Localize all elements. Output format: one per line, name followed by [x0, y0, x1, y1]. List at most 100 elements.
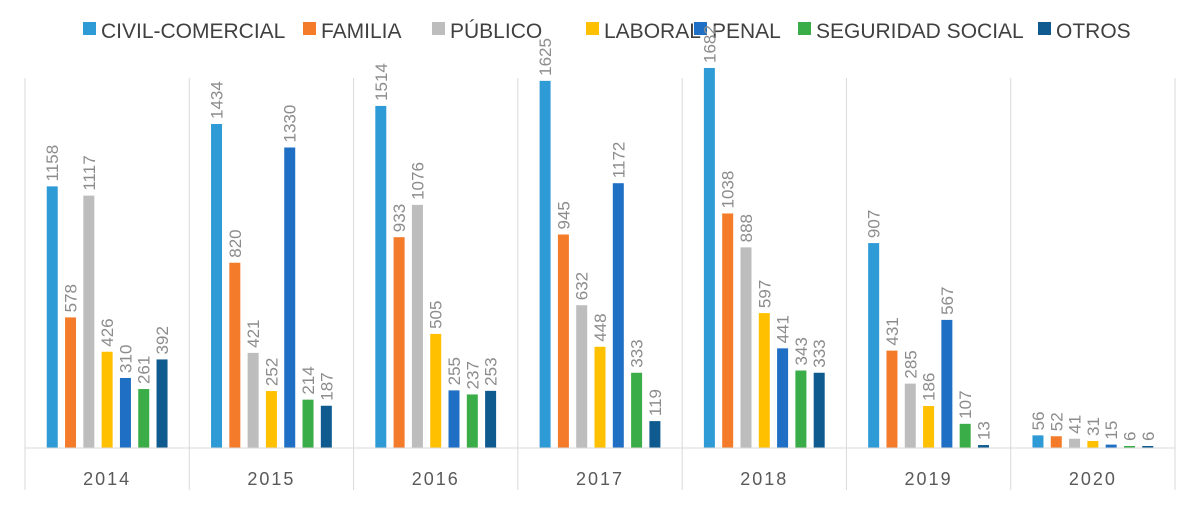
bar [466, 394, 478, 448]
data-label: 448 [591, 313, 610, 341]
x-axis: 2014 2015 2016 2017 2018 2019 2020 [25, 447, 1175, 489]
bar [868, 243, 880, 448]
bar [959, 423, 971, 448]
bar [46, 186, 58, 449]
bar [612, 183, 624, 448]
bar [448, 390, 460, 448]
bar [320, 405, 332, 448]
data-label: 237 [463, 361, 482, 389]
bar [265, 391, 277, 448]
bar [539, 80, 551, 448]
x-tick-label: 2017 [576, 469, 624, 489]
bar [1142, 446, 1154, 448]
data-label: 578 [62, 284, 81, 312]
bar [229, 262, 241, 448]
data-label: 13 [974, 421, 993, 440]
data-label: 214 [299, 366, 318, 394]
bar [703, 67, 715, 448]
data-label: 343 [792, 337, 811, 365]
data-label: 933 [390, 204, 409, 232]
bar [977, 445, 989, 448]
bar [1050, 436, 1062, 448]
data-label: 285 [901, 350, 920, 378]
bar [1087, 441, 1099, 448]
bar [904, 383, 916, 448]
data-label: 632 [573, 272, 592, 300]
legend-swatch-3 [586, 22, 599, 35]
data-label: 310 [116, 345, 135, 373]
legend-label-1: FAMILIA [321, 20, 402, 43]
data-label: 1514 [372, 63, 391, 101]
bar [411, 204, 423, 448]
legend-label-4: PENAL [712, 20, 781, 43]
bar [375, 105, 387, 449]
x-tick-label: 2014 [83, 469, 131, 489]
data-label: 41 [1066, 415, 1085, 434]
x-tick-label: 2018 [740, 469, 788, 489]
bar [631, 372, 643, 448]
bar [1032, 435, 1044, 448]
data-label: 1038 [719, 171, 738, 209]
bar [813, 372, 825, 448]
data-label: 119 [646, 389, 665, 416]
data-label: 107 [956, 390, 975, 418]
bar [211, 124, 223, 448]
category-separators [24, 78, 1176, 490]
bar [758, 313, 770, 448]
legend-swatch-5 [798, 22, 811, 35]
bar [941, 319, 953, 448]
data-label: 6 [1120, 432, 1139, 441]
data-label: 187 [317, 372, 336, 400]
data-label: 1682 [700, 25, 719, 63]
bar [886, 350, 898, 448]
data-label: 820 [226, 229, 245, 257]
data-label: 56 [1029, 411, 1048, 430]
data-label: 421 [244, 320, 263, 348]
bar [649, 421, 661, 448]
data-label: 255 [445, 357, 464, 385]
data-label: 1172 [609, 142, 628, 179]
bar [302, 399, 314, 448]
data-label: 1434 [208, 81, 227, 119]
data-label: 426 [98, 318, 117, 346]
bar [722, 213, 734, 448]
data-label: 31 [1084, 417, 1103, 436]
bar [393, 237, 405, 448]
data-label: 52 [1047, 412, 1066, 431]
legend-swatch-1 [303, 22, 316, 35]
bar [65, 317, 77, 448]
legend-label-6: OTROS [1056, 20, 1131, 43]
bar [576, 305, 588, 448]
bars [46, 67, 1154, 449]
bar [1105, 444, 1117, 448]
legend: CIVIL-COMERCIAL FAMILIA PÚBLICO LABORAL PENA… [83, 20, 1131, 43]
bar [923, 405, 935, 448]
bar [430, 333, 442, 448]
data-label: 567 [938, 287, 957, 315]
x-tick-label: 2016 [412, 469, 460, 489]
legend-label-3: LABORAL [604, 20, 701, 43]
bar [594, 346, 606, 448]
bar [740, 247, 752, 448]
x-tick-label: 2019 [905, 469, 953, 489]
data-label: 1117 [80, 155, 99, 190]
legend-label-2: PÚBLICO [450, 20, 542, 43]
data-label: 505 [427, 301, 446, 329]
bar [557, 234, 569, 448]
legend-swatch-2 [432, 22, 445, 35]
legend-swatch-6 [1038, 22, 1051, 35]
bar [83, 195, 95, 448]
data-label: 431 [883, 317, 902, 345]
bar [795, 370, 807, 448]
bar [138, 389, 150, 448]
bar [1123, 446, 1135, 448]
legend-swatch-4 [694, 22, 707, 35]
data-label: 253 [482, 357, 501, 385]
data-label: 15 [1102, 421, 1121, 440]
bar [485, 390, 497, 448]
bar [156, 359, 168, 448]
bar [101, 351, 113, 448]
data-label: 6 [1139, 432, 1158, 441]
data-label: 252 [262, 358, 281, 386]
